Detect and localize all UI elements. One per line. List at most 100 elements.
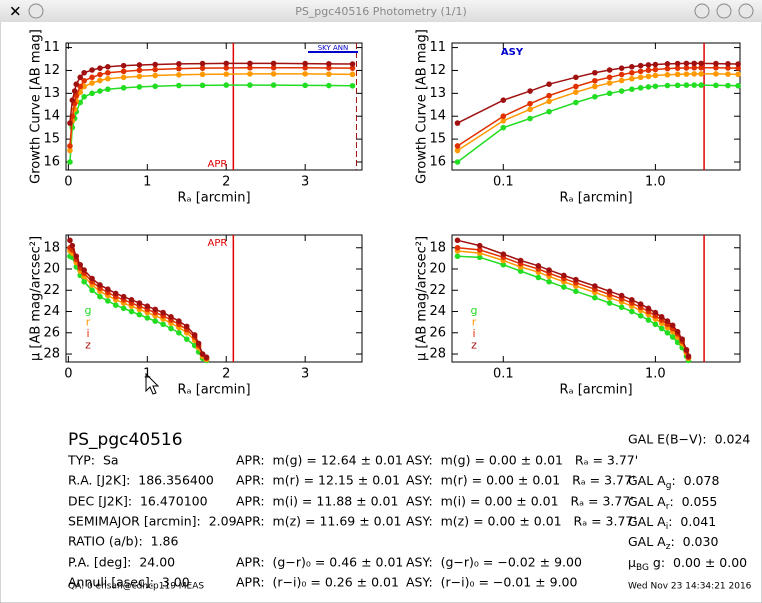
legend-entry: i — [86, 327, 89, 340]
data-point — [546, 92, 552, 99]
data-point — [67, 237, 73, 244]
data-point — [691, 71, 698, 77]
data-point — [112, 290, 119, 297]
info-apr: APR: (r−i)₀ = 0.26 ± 0.01 — [236, 575, 399, 590]
data-point — [120, 305, 127, 312]
data-point — [136, 300, 143, 306]
data-point — [105, 286, 111, 293]
data-point — [223, 71, 230, 77]
data-point — [97, 88, 103, 94]
data-point — [67, 147, 73, 154]
gal-text: μ — [628, 555, 636, 570]
data-point — [592, 69, 598, 76]
data-point — [105, 69, 111, 76]
data-point — [195, 340, 202, 347]
plot-frame — [451, 42, 741, 171]
gal-sub: i — [666, 522, 669, 532]
data-point — [725, 82, 731, 89]
data-point — [629, 297, 635, 303]
maximize-button[interactable] — [716, 3, 732, 19]
gal-extinction: μBG g: 0.00 ± 0.00 — [628, 555, 747, 573]
data-point — [674, 339, 681, 346]
data-point — [81, 83, 87, 90]
y-tick-label: 12 — [429, 63, 446, 78]
data-point — [698, 71, 704, 77]
data-point — [144, 303, 151, 310]
data-point — [89, 74, 95, 81]
close-button[interactable] — [738, 3, 754, 19]
x-tick-label: 1.0 — [645, 367, 666, 382]
data-point — [67, 143, 73, 149]
data-point — [735, 82, 741, 89]
data-point — [476, 242, 483, 249]
info-asy: ASY: m(g) = 0.00 ± 0.01 Rₐ = 3.77' — [406, 453, 638, 468]
data-point — [89, 90, 95, 97]
data-point — [144, 315, 151, 321]
data-point — [152, 306, 158, 313]
data-point — [683, 60, 690, 67]
data-point — [517, 268, 524, 274]
gal-text: GAL A — [628, 494, 666, 509]
menu-button[interactable] — [28, 3, 44, 19]
y-tick-label: 11 — [429, 40, 446, 55]
data-point — [664, 65, 671, 72]
data-point — [302, 64, 308, 71]
data-point — [97, 293, 103, 300]
data-point — [629, 63, 635, 70]
data-point — [683, 71, 690, 77]
gal-extinction: GAL Ai: 0.041 — [628, 514, 716, 532]
data-point — [713, 60, 719, 67]
y-tick-label: 28 — [429, 347, 446, 362]
data-point — [664, 318, 671, 324]
y-axis-label: μ [AB mag/arcsec²] — [29, 236, 44, 361]
info-apr: APR: (g−r)₀ = 0.46 ± 0.01 — [236, 555, 403, 570]
data-point — [183, 323, 190, 330]
data-point — [698, 60, 704, 67]
y-tick-label: 26 — [43, 325, 60, 340]
data-point — [454, 159, 461, 165]
data-point — [120, 68, 127, 75]
data-point — [97, 77, 103, 84]
y-tick-label: 22 — [43, 283, 60, 298]
data-point — [685, 353, 692, 359]
sky-annulus-label: SKY ANN — [318, 44, 349, 52]
data-point — [725, 65, 731, 71]
legend-entry: g — [85, 304, 92, 317]
footer-right: Wed Nov 23 14:34:21 2016 — [628, 582, 752, 592]
app-icon[interactable]: ✕ — [9, 3, 22, 21]
y-tick-label: 20 — [429, 262, 446, 277]
data-point — [270, 64, 277, 71]
y-tick-label: 18 — [429, 240, 446, 255]
y-tick-label: 14 — [43, 109, 60, 124]
gal-value: : 0.055 — [669, 494, 717, 509]
data-point — [89, 67, 95, 73]
footer-left: QA: 0 ehsan@cdhcp119 MEAS — [68, 582, 204, 592]
data-point — [698, 64, 704, 71]
x-tick-label: 1.0 — [645, 175, 666, 190]
minimize-button[interactable] — [694, 3, 710, 19]
data-point — [629, 86, 635, 93]
y-tick-label: 13 — [43, 86, 60, 101]
gal-sub: g — [666, 481, 672, 491]
data-point — [183, 336, 190, 342]
data-point — [77, 261, 84, 268]
y-tick-label: 14 — [429, 109, 446, 124]
data-point — [349, 61, 356, 67]
plot-frame — [65, 234, 363, 363]
x-axis-label: Rₐ [arcmin] — [177, 383, 250, 398]
gal-value: : 0.078 — [671, 473, 719, 488]
y-tick-label: 16 — [429, 154, 446, 169]
data-point — [652, 66, 659, 73]
data-point — [735, 65, 741, 71]
data-point — [247, 60, 253, 67]
y-axis-label: Growth Curve [AB mag] — [415, 29, 430, 184]
x-tick-label: 1 — [143, 175, 151, 190]
data-point — [349, 71, 356, 78]
title-bar — [0, 0, 762, 22]
info-left: SEMIMAJOR [arcmin]: 2.09 — [68, 514, 237, 529]
x-tick-label: 0 — [64, 175, 72, 190]
data-point — [664, 72, 671, 78]
legend-entry: g — [471, 304, 478, 317]
data-point — [136, 67, 143, 74]
data-point — [176, 61, 182, 67]
